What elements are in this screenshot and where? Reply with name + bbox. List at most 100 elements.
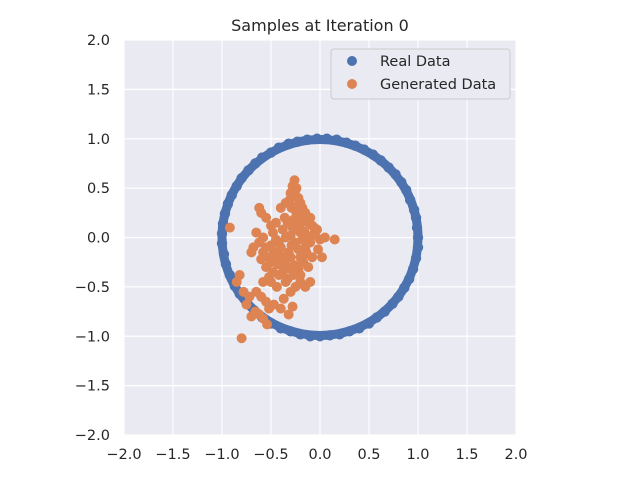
generated-data-point bbox=[278, 293, 289, 304]
generated-data-point bbox=[319, 232, 330, 243]
real-data-point bbox=[350, 140, 361, 151]
generated-data-point bbox=[277, 224, 288, 235]
real-data-point bbox=[411, 222, 423, 233]
real-data-point bbox=[396, 177, 407, 188]
y-tick-label: 2.0 bbox=[87, 33, 110, 49]
legend-box bbox=[330, 48, 511, 100]
generated-data-point bbox=[234, 270, 245, 281]
real-data-point bbox=[305, 331, 316, 342]
x-tick-label: −1.0 bbox=[204, 447, 239, 463]
x-tick-label: −1.5 bbox=[155, 447, 190, 463]
x-tick-label: 0.0 bbox=[308, 447, 331, 463]
real-data-point bbox=[404, 194, 416, 206]
generated-data-point bbox=[293, 193, 304, 203]
generated-data-series bbox=[224, 175, 340, 344]
real-data-series bbox=[216, 133, 424, 342]
generated-data-point bbox=[224, 222, 235, 233]
real-data-point bbox=[412, 232, 424, 243]
real-data-point bbox=[407, 263, 419, 275]
generated-data-point bbox=[262, 319, 273, 330]
real-data-point bbox=[401, 184, 412, 196]
real-data-point bbox=[292, 136, 303, 147]
generated-data-point bbox=[246, 247, 257, 258]
real-data-point bbox=[302, 134, 313, 145]
real-data-point bbox=[387, 298, 398, 309]
real-data-point bbox=[354, 323, 365, 334]
real-data-point bbox=[375, 155, 386, 166]
real-data-point bbox=[273, 142, 285, 153]
y-tick-label: 1.5 bbox=[87, 82, 110, 98]
x-tick-label: 0.5 bbox=[357, 447, 380, 463]
x-tick-label: 1.0 bbox=[406, 447, 429, 463]
legend: Real Data Generated Data bbox=[330, 48, 511, 100]
real-data-point bbox=[410, 212, 422, 223]
generated-data-point bbox=[236, 333, 247, 344]
generated-data-point bbox=[241, 299, 252, 310]
generated-data-point bbox=[279, 212, 290, 223]
real-data-point bbox=[265, 147, 277, 158]
generated-data-point bbox=[264, 303, 275, 314]
real-data-point bbox=[363, 318, 375, 329]
y-tick-label: 0.0 bbox=[87, 231, 110, 247]
real-data-point bbox=[218, 249, 230, 260]
generated-data-point bbox=[286, 240, 297, 251]
generated-data-point bbox=[313, 244, 324, 255]
real-data-point bbox=[226, 189, 237, 201]
real-data-point bbox=[236, 173, 247, 184]
generated-data-point bbox=[295, 270, 306, 281]
generated-data-point bbox=[301, 247, 312, 258]
real-data-point bbox=[243, 165, 254, 176]
real-data-point bbox=[341, 137, 352, 148]
x-tick-label: 1.5 bbox=[455, 447, 478, 463]
generated-data-point bbox=[266, 276, 276, 287]
real-data-point bbox=[295, 329, 306, 340]
real-data-point bbox=[216, 238, 228, 249]
real-data-point bbox=[371, 312, 383, 323]
real-data-point bbox=[216, 228, 228, 239]
generated-data-point bbox=[287, 301, 298, 312]
y-tick-label: −1.5 bbox=[75, 379, 110, 395]
x-tick-label: −0.5 bbox=[253, 447, 288, 463]
generated-data-point bbox=[280, 260, 291, 271]
real-data-point bbox=[256, 152, 268, 163]
generated-data-point bbox=[270, 217, 281, 228]
generated-data-point bbox=[287, 181, 298, 192]
generated-data-point bbox=[312, 224, 323, 235]
real-data-point bbox=[410, 253, 422, 264]
legend-label-generated: Generated Data bbox=[380, 77, 496, 93]
y-tick-label: −0.5 bbox=[75, 280, 110, 296]
legend-label-real: Real Data bbox=[380, 54, 451, 70]
real-data-point bbox=[379, 306, 390, 317]
y-tick-label: 0.5 bbox=[87, 181, 110, 197]
x-tick-label: −2.0 bbox=[106, 447, 141, 463]
generated-data-point bbox=[316, 252, 327, 263]
generated-data-point bbox=[329, 234, 340, 245]
real-data-point bbox=[285, 326, 296, 337]
real-data-point bbox=[412, 242, 424, 253]
real-data-point bbox=[393, 291, 404, 302]
generated-data-point bbox=[305, 276, 316, 287]
real-data-point bbox=[358, 144, 370, 155]
x-axis-tick-labels: −2.0 −1.5 −1.0 −0.5 0.0 0.5 1.0 1.5 2.0 bbox=[106, 447, 527, 463]
real-data-point bbox=[311, 133, 323, 144]
generated-data-point bbox=[305, 212, 316, 223]
real-data-point bbox=[219, 208, 231, 219]
legend-marker-real bbox=[347, 56, 357, 66]
real-data-point bbox=[331, 134, 342, 145]
real-data-point bbox=[344, 326, 355, 337]
x-tick-label: 2.0 bbox=[504, 447, 527, 463]
real-data-point bbox=[275, 323, 286, 334]
y-axis-tick-labels: 2.0 1.5 1.0 0.5 0.0 −0.5 −1.0 −1.5 −2.0 bbox=[75, 33, 110, 444]
real-data-point bbox=[324, 330, 335, 341]
real-data-point bbox=[283, 138, 294, 149]
real-data-point bbox=[334, 329, 345, 340]
generated-data-point bbox=[258, 276, 269, 287]
generated-data-point bbox=[291, 224, 302, 235]
real-data-point bbox=[220, 258, 232, 270]
legend-marker-generated bbox=[347, 79, 357, 89]
real-data-point bbox=[321, 133, 333, 144]
chart-title: Samples at Iteration 0 bbox=[231, 16, 409, 35]
real-data-point bbox=[403, 273, 415, 285]
real-data-point bbox=[314, 331, 326, 342]
